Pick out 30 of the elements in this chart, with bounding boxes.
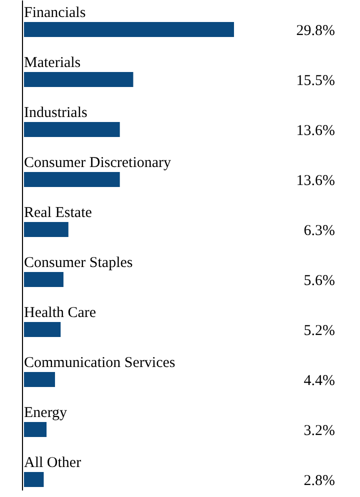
y-tick-label: Financials xyxy=(24,5,86,21)
y-tick-label: Real Estate xyxy=(24,205,92,221)
bar xyxy=(24,22,234,37)
bar xyxy=(24,322,61,337)
bar xyxy=(24,422,47,437)
bar xyxy=(24,122,120,137)
y-tick-label: Energy xyxy=(24,405,68,421)
data-label: 15.5% xyxy=(296,73,335,89)
bar xyxy=(24,172,120,187)
data-label: 5.6% xyxy=(304,273,335,289)
bar xyxy=(24,222,68,237)
y-tick-label: Consumer Discretionary xyxy=(24,155,172,171)
data-label: 4.4% xyxy=(304,373,335,389)
data-label: 2.8% xyxy=(304,473,335,489)
data-label: 3.2% xyxy=(304,423,335,439)
bar xyxy=(24,372,56,387)
bar xyxy=(24,272,64,287)
data-label: 6.3% xyxy=(304,223,335,239)
bar xyxy=(24,72,134,87)
data-label: 13.6% xyxy=(296,173,335,189)
y-tick-label: Consumer Staples xyxy=(24,255,133,271)
y-tick-label: Industrials xyxy=(24,105,88,121)
data-label: 29.8% xyxy=(296,23,335,39)
data-label: 13.6% xyxy=(296,123,335,139)
bar xyxy=(24,472,44,487)
data-label: 5.2% xyxy=(304,323,335,339)
y-tick-label: Health Care xyxy=(24,305,96,321)
y-tick-label: Communication Services xyxy=(24,355,176,371)
y-tick-label: All Other xyxy=(24,455,82,471)
y-tick-label: Materials xyxy=(24,55,81,71)
